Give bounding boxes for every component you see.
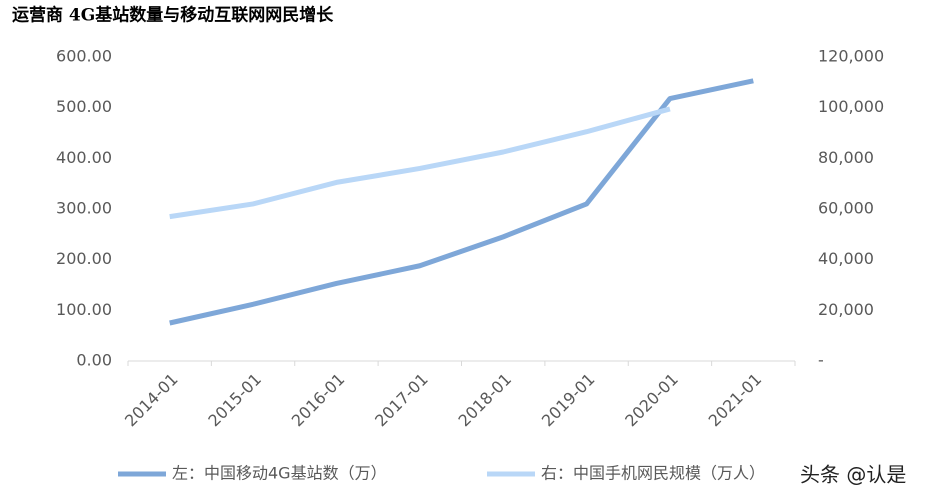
- x-tick-label: 2018-01: [454, 370, 515, 431]
- y-tick-label: 300.00: [56, 199, 112, 218]
- y-tick-label: 100.00: [56, 300, 112, 319]
- y-tick-label: 500.00: [56, 97, 112, 116]
- x-tick-label: 2019-01: [538, 370, 599, 431]
- series-line: [169, 106, 671, 220]
- x-tick-label: 2016-01: [288, 370, 349, 431]
- x-tick-label: 2021-01: [705, 370, 766, 431]
- y-tick-label: 400.00: [56, 148, 112, 167]
- watermark: 头条 @认是: [800, 463, 906, 487]
- legend-label: 左：中国移动4G基站数（万）: [172, 464, 387, 483]
- x-tick-label: 2014-01: [121, 370, 182, 431]
- y2-tick-label: 120,000: [818, 47, 884, 66]
- y2-tick-label: -: [818, 351, 824, 370]
- series-line: [169, 78, 754, 326]
- y2-tick-label: 40,000: [818, 249, 874, 268]
- legend-label: 右：中国手机网民规模（万人）: [541, 464, 765, 483]
- y-tick-label: 200.00: [56, 249, 112, 268]
- y-tick-label: 600.00: [56, 47, 112, 66]
- y2-tick-label: 20,000: [818, 300, 874, 319]
- y2-tick-label: 60,000: [818, 199, 874, 218]
- y2-tick-label: 80,000: [818, 148, 874, 167]
- x-tick-label: 2017-01: [371, 370, 432, 431]
- y2-tick-label: 100,000: [818, 97, 884, 116]
- x-tick-label: 2015-01: [204, 370, 265, 431]
- chart-title: 运营商 4G基站数量与移动互联网网民增长: [12, 5, 334, 26]
- x-tick-label: 2020-01: [621, 370, 682, 431]
- y-tick-label: 0.00: [76, 351, 112, 370]
